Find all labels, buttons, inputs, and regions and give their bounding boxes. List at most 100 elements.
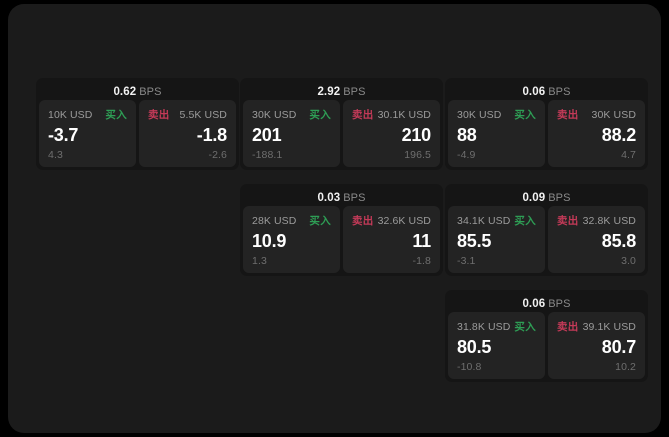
sell-panel-header: 卖出 30K USD (557, 107, 636, 121)
card-panels: 34.1K USD 买入 85.5 -3.1 卖出 32.8K USD 85. (448, 206, 645, 273)
buy-panel-header: 31.8K USD 买入 (457, 319, 536, 333)
buy-side-label: 买入 (514, 109, 536, 121)
bps-unit: BPS (343, 192, 366, 204)
card-panels: 30K USD 买入 201 -188.1 卖出 30.1K USD 210 (243, 100, 440, 167)
spread-card[interactable]: 0.06 BPS 31.8K USD 买入 80.5 -10.8 (445, 290, 648, 382)
sell-panel-header: 卖出 30.1K USD (352, 107, 431, 121)
spread-card[interactable]: 0.62 BPS 10K USD 买入 -3.7 4.3 (36, 78, 239, 170)
card-panels: 28K USD 买入 10.9 1.3 卖出 32.6K USD 11 (243, 206, 440, 273)
sell-delta: 4.7 (621, 149, 636, 161)
card-slot: 0.06 BPS 31.8K USD 买入 80.5 -10.8 (445, 290, 648, 382)
sell-panel[interactable]: 卖出 32.8K USD 85.8 3.0 (548, 206, 645, 273)
sell-size-label: 30K USD (591, 109, 636, 121)
buy-delta: -188.1 (252, 149, 283, 161)
buy-size-label: 28K USD (252, 215, 297, 227)
buy-price: 201 (252, 125, 282, 145)
sell-side-label: 卖出 (557, 109, 579, 121)
sell-side-label: 卖出 (352, 215, 374, 227)
spread-card[interactable]: 0.06 BPS 30K USD 买入 88 -4.9 (445, 78, 648, 170)
bps-value: 0.06 (522, 298, 546, 310)
buy-panel[interactable]: 31.8K USD 买入 80.5 -10.8 (448, 312, 545, 379)
card-slot: 2.92 BPS 30K USD 买入 201 -188.1 (240, 78, 443, 170)
card-slot: 0.06 BPS 30K USD 买入 88 -4.9 (445, 78, 648, 170)
card-header: 2.92 BPS (243, 81, 440, 100)
sell-side-label: 卖出 (557, 321, 579, 333)
buy-side-label: 买入 (514, 321, 536, 333)
card-header: 0.06 BPS (448, 293, 645, 312)
card-header: 0.06 BPS (448, 81, 645, 100)
sell-size-label: 32.6K USD (377, 215, 431, 227)
sell-panel[interactable]: 卖出 5.5K USD -1.8 -2.6 (139, 100, 236, 167)
sell-panel-header: 卖出 5.5K USD (148, 107, 227, 121)
buy-price: -3.7 (48, 125, 79, 145)
sell-size-label: 30.1K USD (377, 109, 431, 121)
buy-panel[interactable]: 30K USD 买入 201 -188.1 (243, 100, 340, 167)
sell-delta: 3.0 (621, 255, 636, 267)
bps-unit: BPS (343, 86, 366, 98)
card-slot: 0.03 BPS 28K USD 买入 10.9 1.3 (240, 184, 443, 276)
sell-price: 210 (401, 125, 432, 145)
card-slot: 0.09 BPS 34.1K USD 买入 85.5 -3.1 (445, 184, 648, 276)
sell-price: 85.8 (601, 231, 636, 251)
sell-price: -1.8 (196, 125, 227, 145)
card-panels: 10K USD 买入 -3.7 4.3 卖出 5.5K USD -1.8 (39, 100, 236, 167)
buy-panel[interactable]: 10K USD 买入 -3.7 4.3 (39, 100, 136, 167)
spread-card[interactable]: 0.03 BPS 28K USD 买入 10.9 1.3 (240, 184, 443, 276)
buy-price: 80.5 (457, 337, 492, 357)
buy-delta: -3.1 (457, 255, 476, 267)
sell-panel[interactable]: 卖出 32.6K USD 11 -1.8 (343, 206, 440, 273)
spread-card[interactable]: 0.09 BPS 34.1K USD 买入 85.5 -3.1 (445, 184, 648, 276)
sell-delta: -1.8 (412, 255, 431, 267)
sell-panel-header: 卖出 32.8K USD (557, 213, 636, 227)
buy-side-label: 买入 (309, 109, 331, 121)
card-panels: 30K USD 买入 88 -4.9 卖出 30K USD 88.2 (448, 100, 645, 167)
bps-unit: BPS (548, 86, 571, 98)
sell-price: 11 (412, 231, 431, 251)
sell-side-label: 卖出 (557, 215, 579, 227)
buy-panel[interactable]: 34.1K USD 买入 85.5 -3.1 (448, 206, 545, 273)
buy-price: 88 (457, 125, 477, 145)
sell-price: 80.7 (601, 337, 636, 357)
sell-panel[interactable]: 卖出 30K USD 88.2 4.7 (548, 100, 645, 167)
card-panels: 31.8K USD 买入 80.5 -10.8 卖出 39.1K USD 80 (448, 312, 645, 379)
sell-price: 88.2 (601, 125, 636, 145)
sell-delta: 196.5 (404, 149, 431, 161)
app-root: 0.62 BPS 10K USD 买入 -3.7 4.3 (8, 4, 661, 433)
buy-size-label: 30K USD (457, 109, 502, 121)
sell-size-label: 39.1K USD (582, 321, 636, 333)
buy-side-label: 买入 (309, 215, 331, 227)
sell-panel-header: 卖出 39.1K USD (557, 319, 636, 333)
sell-delta: -2.6 (208, 149, 227, 161)
buy-panel-header: 34.1K USD 买入 (457, 213, 536, 227)
card-header: 0.03 BPS (243, 187, 440, 206)
buy-delta: -10.8 (457, 361, 482, 373)
bps-value: 0.03 (317, 192, 341, 204)
buy-panel-header: 10K USD 买入 (48, 107, 127, 121)
sell-side-label: 卖出 (352, 109, 374, 121)
bps-unit: BPS (139, 86, 162, 98)
buy-panel[interactable]: 28K USD 买入 10.9 1.3 (243, 206, 340, 273)
buy-panel-header: 30K USD 买入 (457, 107, 536, 121)
spread-cards-board: 0.62 BPS 10K USD 买入 -3.7 4.3 (36, 78, 648, 408)
bps-value: 0.09 (522, 192, 546, 204)
buy-delta: 1.3 (252, 255, 267, 267)
buy-delta: -4.9 (457, 149, 476, 161)
sell-size-label: 32.8K USD (582, 215, 636, 227)
buy-side-label: 买入 (514, 215, 536, 227)
buy-side-label: 买入 (105, 109, 127, 121)
buy-price: 10.9 (252, 231, 287, 251)
buy-panel[interactable]: 30K USD 买入 88 -4.9 (448, 100, 545, 167)
card-header: 0.62 BPS (39, 81, 236, 100)
bps-value: 2.92 (317, 86, 341, 98)
buy-panel-header: 30K USD 买入 (252, 107, 331, 121)
sell-panel-header: 卖出 32.6K USD (352, 213, 431, 227)
sell-side-label: 卖出 (148, 109, 170, 121)
spread-card[interactable]: 2.92 BPS 30K USD 买入 201 -188.1 (240, 78, 443, 170)
bps-value: 0.06 (522, 86, 546, 98)
sell-panel[interactable]: 卖出 39.1K USD 80.7 10.2 (548, 312, 645, 379)
buy-panel-header: 28K USD 买入 (252, 213, 331, 227)
sell-panel[interactable]: 卖出 30.1K USD 210 196.5 (343, 100, 440, 167)
buy-size-label: 30K USD (252, 109, 297, 121)
bps-unit: BPS (548, 298, 571, 310)
buy-size-label: 34.1K USD (457, 215, 511, 227)
